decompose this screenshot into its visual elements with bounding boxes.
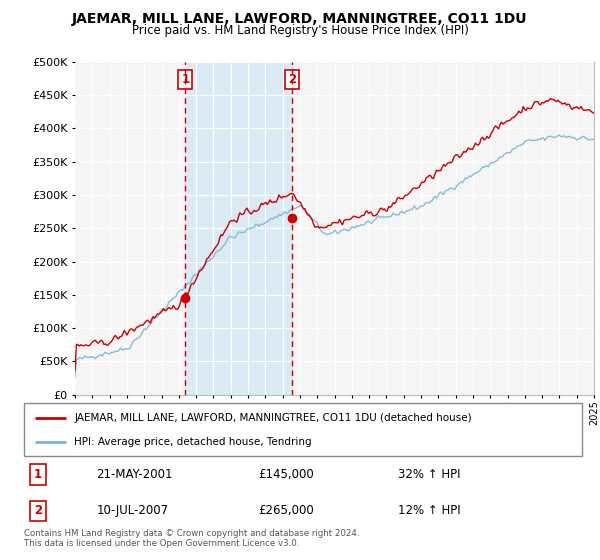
Text: Price paid vs. HM Land Registry's House Price Index (HPI): Price paid vs. HM Land Registry's House … [131,24,469,37]
Text: £145,000: £145,000 [259,468,314,481]
Text: 1: 1 [34,468,42,481]
FancyBboxPatch shape [24,403,582,456]
Text: £265,000: £265,000 [259,504,314,517]
Text: 2: 2 [34,504,42,517]
Text: 1: 1 [181,73,190,86]
Text: 32% ↑ HPI: 32% ↑ HPI [398,468,460,481]
Bar [185,62,292,395]
Text: JAEMAR, MILL LANE, LAWFORD, MANNINGTREE, CO11 1DU: JAEMAR, MILL LANE, LAWFORD, MANNINGTREE,… [72,12,528,26]
Text: 2: 2 [288,73,296,86]
Text: Contains HM Land Registry data © Crown copyright and database right 2024.
This d: Contains HM Land Registry data © Crown c… [24,529,359,548]
Text: 21-MAY-2001: 21-MAY-2001 [97,468,173,481]
Text: HPI: Average price, detached house, Tendring: HPI: Average price, detached house, Tend… [74,437,312,447]
Text: 10-JUL-2007: 10-JUL-2007 [97,504,169,517]
Text: 12% ↑ HPI: 12% ↑ HPI [398,504,460,517]
Text: JAEMAR, MILL LANE, LAWFORD, MANNINGTREE, CO11 1DU (detached house): JAEMAR, MILL LANE, LAWFORD, MANNINGTREE,… [74,413,472,423]
